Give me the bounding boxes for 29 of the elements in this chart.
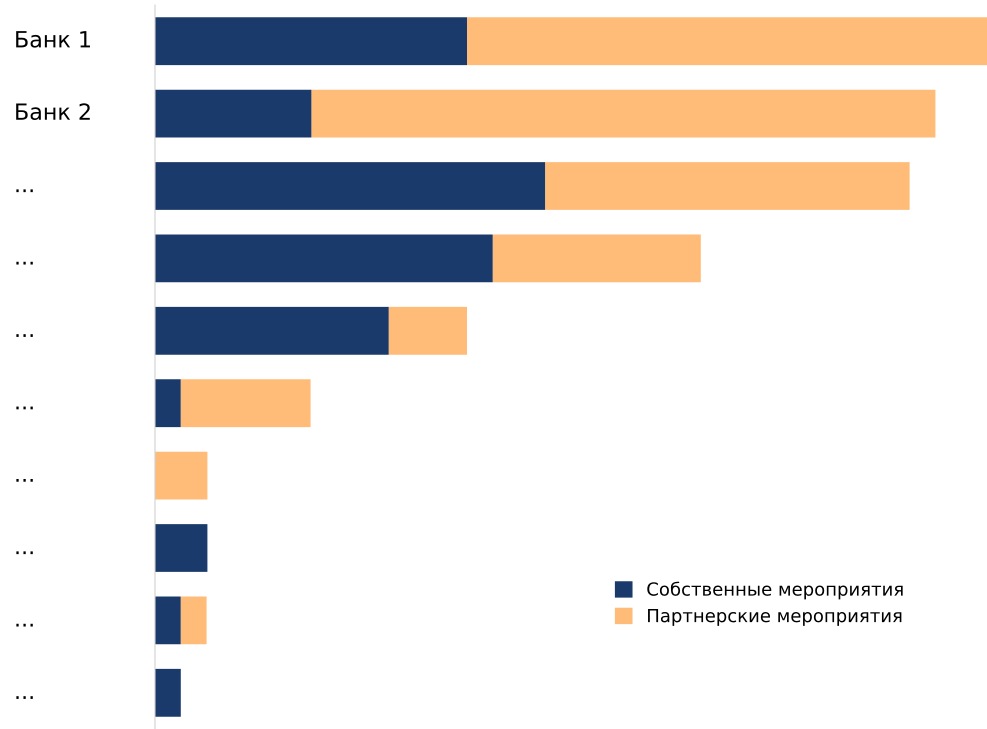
bar xyxy=(155,90,312,138)
bar xyxy=(467,17,987,66)
y-tick-label: ... xyxy=(16,262,33,265)
bar xyxy=(155,17,467,66)
bar xyxy=(155,596,181,644)
bar xyxy=(155,668,181,717)
bar xyxy=(180,379,311,428)
y-tick-label: Банк 1 xyxy=(16,31,90,48)
bar xyxy=(155,379,181,428)
bar xyxy=(492,234,701,282)
bar xyxy=(155,524,208,572)
y-tick-label: ... xyxy=(16,696,33,699)
y-tick-label: ... xyxy=(16,624,33,627)
y-tick-label: ... xyxy=(16,189,33,192)
y-tick-label: ... xyxy=(16,406,33,410)
bar xyxy=(545,162,910,210)
bar xyxy=(180,596,207,644)
bar xyxy=(155,306,389,355)
legend-label: Собственные мероприятия xyxy=(647,582,903,600)
y-tick-label: ... xyxy=(16,478,33,482)
bar xyxy=(311,90,936,138)
y-tick-label: Банк 2 xyxy=(16,103,90,120)
bar xyxy=(388,306,467,355)
bar xyxy=(155,452,208,500)
y-tick-label: ... xyxy=(16,334,33,337)
bar xyxy=(155,162,546,210)
legend-label: Партнерские мероприятия xyxy=(648,608,902,626)
y-tick-label: ... xyxy=(16,551,33,554)
bar xyxy=(155,234,493,282)
